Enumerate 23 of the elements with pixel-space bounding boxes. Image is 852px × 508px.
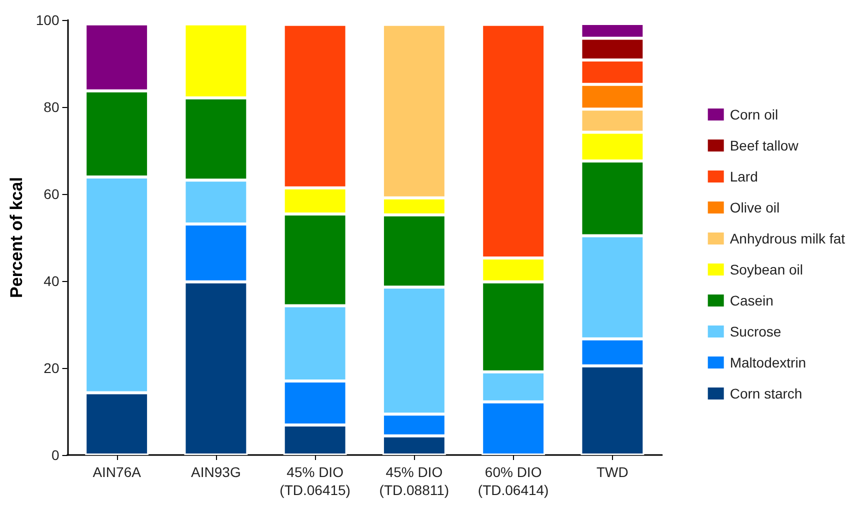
x-tick-label: 45% DIO (TD.08811) (379, 464, 450, 498)
y-tick-label: 100 (36, 12, 60, 28)
x-tick-label: 60% DIO (TD.06414) (478, 464, 549, 498)
legend-label: Anhydrous milk fat (730, 230, 846, 246)
legend-label: Beef tallow (730, 138, 800, 154)
legend-label: Maltodextrin (730, 354, 806, 370)
legend-label: Casein (730, 292, 774, 308)
x-tick-label: AIN93G (191, 464, 241, 480)
y-tick-label: 0 (51, 447, 60, 463)
legend-label: Corn starch (730, 386, 802, 402)
y-tick-label: 60 (44, 186, 60, 202)
x-tick-label: TWD (596, 464, 628, 480)
x-tick-label: 45% DIO (TD.06415) (280, 464, 350, 498)
legend-label: Olive oil (730, 200, 780, 216)
y-tick-label: 80 (44, 99, 60, 115)
x-tick-label: AIN76A (92, 464, 142, 480)
legend-label: Corn oil (730, 106, 778, 122)
y-tick-label: 20 (44, 360, 60, 376)
y-tick-label: 40 (44, 273, 60, 289)
legend-label: Sucrose (730, 324, 782, 340)
y-axis-title: Percent of kcal (7, 177, 26, 298)
legend-label: Lard (730, 168, 758, 184)
legend-label: Soybean oil (730, 262, 804, 278)
